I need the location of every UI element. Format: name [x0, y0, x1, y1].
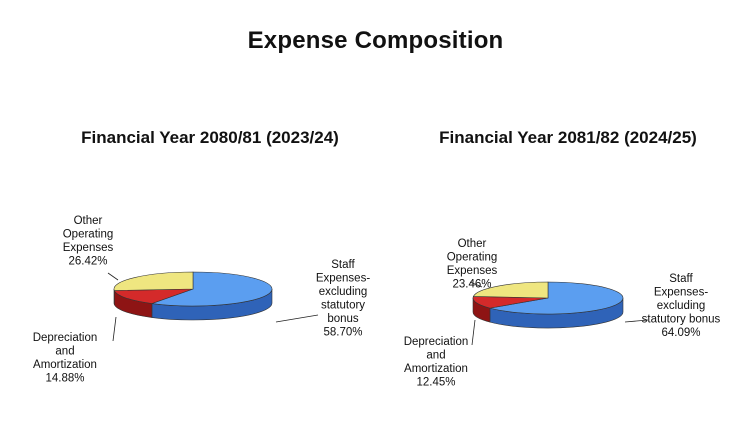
data-label-staff-expenses: Staff Expenses-excluding statutory bonus 64… — [642, 273, 721, 339]
chart-title-fy-2081-82: Financial Year 2081/82 (2024/25) — [439, 128, 697, 147]
pie-slice-depreciation-amortization — [113, 288, 194, 304]
pie-slice-staff-expenses — [151, 271, 273, 307]
data-label-line: Expenses- — [316, 273, 371, 285]
data-label-line: 23.46% — [452, 279, 491, 291]
data-label-other-operating-expenses: Other Operating Expenses 26.42% — [63, 215, 114, 268]
data-label-line: bonus — [327, 313, 359, 325]
data-label-line: Expenses — [447, 265, 498, 277]
chart-title-fy-2080-81: Financial Year 2080/81 (2023/24) — [81, 128, 339, 147]
data-label-line: Expenses- — [654, 287, 709, 299]
data-label-line: Amortization — [33, 359, 97, 371]
data-label-depreciation-amortization: Depreciation and Amortization 14.88% — [33, 332, 98, 385]
leader-line-other-operating-expenses — [107, 272, 119, 281]
data-label-line: statutory bonus — [642, 314, 721, 326]
data-label-other-operating-expenses: Other Operating Expenses 23.46% — [447, 238, 498, 291]
leader-line-staff-expenses — [275, 314, 319, 323]
data-label-line: Other — [74, 215, 103, 227]
data-label-line: 14.88% — [45, 373, 84, 385]
data-label-line: Operating — [63, 229, 114, 241]
data-label-staff-expenses: Staff Expenses-excluding statutory bonus 58.… — [316, 259, 371, 339]
data-label-depreciation-amortization: Depreciation and Amortization 12.45% — [404, 336, 469, 389]
pie-slice-other-operating-expenses — [472, 281, 549, 299]
data-label-line: Other — [458, 238, 487, 250]
pie-chart-1: Staff Expenses-excluding statutory bonus 64… — [404, 238, 721, 389]
leader-line-depreciation-amortization — [112, 316, 117, 342]
data-label-line: Operating — [447, 252, 498, 264]
pie-slice-staff-expenses — [489, 281, 624, 315]
page-title: Expense Composition — [247, 27, 504, 54]
data-label-line: excluding — [657, 300, 706, 312]
data-label-line: Staff — [669, 273, 693, 285]
leader-line-depreciation-amortization — [471, 319, 476, 346]
data-label-line: Expenses — [63, 242, 114, 254]
data-label-line: Staff — [331, 259, 355, 271]
data-label-line: 58.70% — [323, 327, 362, 339]
data-label-line: excluding — [319, 286, 368, 298]
data-label-line: statutory — [321, 300, 365, 312]
data-label-line: 12.45% — [416, 377, 455, 389]
data-label-line: and — [55, 346, 74, 358]
leader-line-staff-expenses — [624, 319, 649, 323]
data-label-line: Depreciation — [33, 332, 98, 344]
data-label-line: 64.09% — [661, 327, 700, 339]
pie-chart-0: Staff Expenses-excluding statutory bonus 58.… — [33, 215, 371, 385]
data-label-line: Depreciation — [404, 336, 469, 348]
leader-line-other-operating-expenses — [469, 281, 483, 288]
data-label-line: and — [426, 350, 445, 362]
data-label-line: Amortization — [404, 363, 468, 375]
pie-slice-other-operating-expenses — [113, 271, 194, 291]
data-label-line: 26.42% — [68, 256, 107, 268]
